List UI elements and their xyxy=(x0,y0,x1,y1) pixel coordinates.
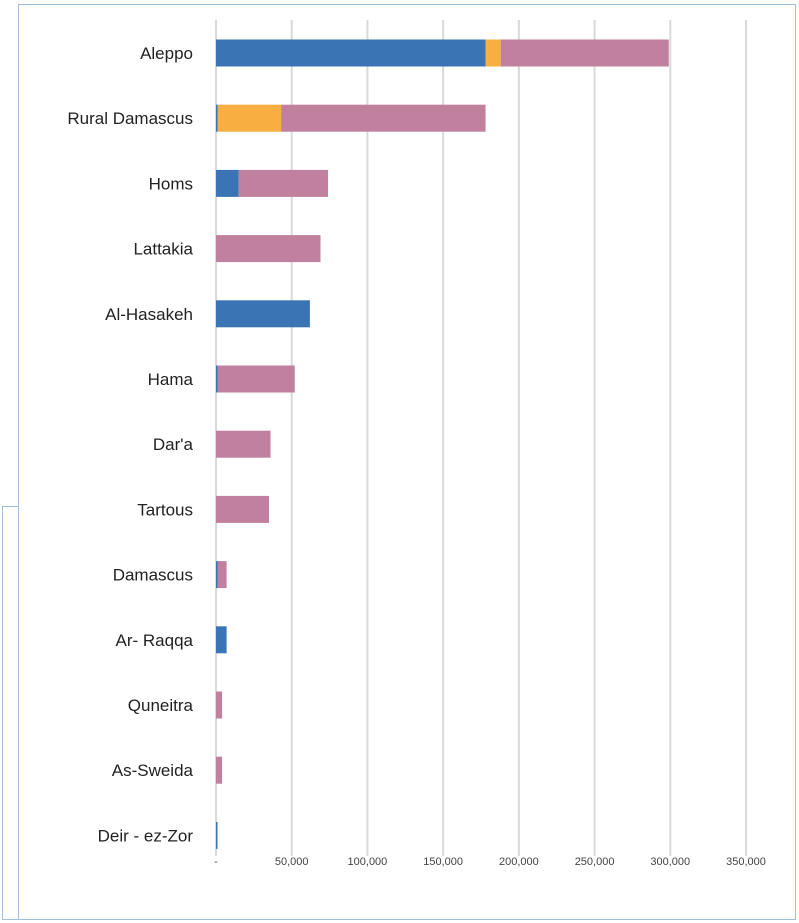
category-label: Dar'a xyxy=(153,435,194,454)
bar-segment xyxy=(217,365,295,393)
bar-segment xyxy=(217,104,282,132)
category-label: Aleppo xyxy=(140,44,193,63)
x-tick-label: 300,000 xyxy=(650,856,690,868)
bar-segment xyxy=(216,169,239,197)
bar-segment xyxy=(216,430,271,458)
category-labels: Aleppo Rural Damascus Homs Lattakia Al-Hasak… xyxy=(67,44,193,845)
bar-segment xyxy=(216,365,218,393)
bar-segment xyxy=(500,39,669,67)
x-tick-label: 350,000 xyxy=(726,856,766,868)
bar-segment xyxy=(216,821,218,849)
x-tick-label: 50,000 xyxy=(275,856,309,868)
x-axis-tick-labels: - 50,000 100,000 150,000 200,000 250,000 300,0… xyxy=(214,856,766,868)
grid-lines xyxy=(215,20,747,856)
x-tick-label: 250,000 xyxy=(575,856,615,868)
category-label: Al-Hasakeh xyxy=(105,305,193,324)
bar-segment xyxy=(238,169,329,197)
bar-segment xyxy=(216,626,227,654)
bar-segment xyxy=(216,39,486,67)
category-label: Quneitra xyxy=(128,696,194,715)
bar-segment xyxy=(216,495,269,523)
x-tick-label: - xyxy=(214,856,218,868)
chart-frame xyxy=(18,4,796,920)
category-label: Ar- Raqqa xyxy=(116,631,194,650)
bars xyxy=(216,39,669,849)
bar-segment xyxy=(216,300,310,328)
x-tick-label: 200,000 xyxy=(499,856,539,868)
bar-segment xyxy=(216,561,218,589)
bar-segment xyxy=(216,756,223,784)
bar-segment xyxy=(485,39,501,67)
bar-segment xyxy=(281,104,486,132)
bar-segment xyxy=(216,235,321,263)
category-label: Lattakia xyxy=(133,240,193,259)
bar-segment xyxy=(217,561,227,589)
category-label: Homs xyxy=(149,174,193,193)
bar-segment xyxy=(216,104,218,132)
bar-segment xyxy=(216,691,223,719)
category-label: Hama xyxy=(148,370,194,389)
chart-frame-left xyxy=(2,506,18,920)
category-label: Deir - ez-Zor xyxy=(98,826,194,845)
category-label: As-Sweida xyxy=(112,761,194,780)
x-tick-label: 150,000 xyxy=(423,856,463,868)
category-label: Tartous xyxy=(137,500,193,519)
x-tick-label: 100,000 xyxy=(348,856,388,868)
category-label: Rural Damascus xyxy=(67,109,193,128)
category-label: Damascus xyxy=(113,566,193,585)
